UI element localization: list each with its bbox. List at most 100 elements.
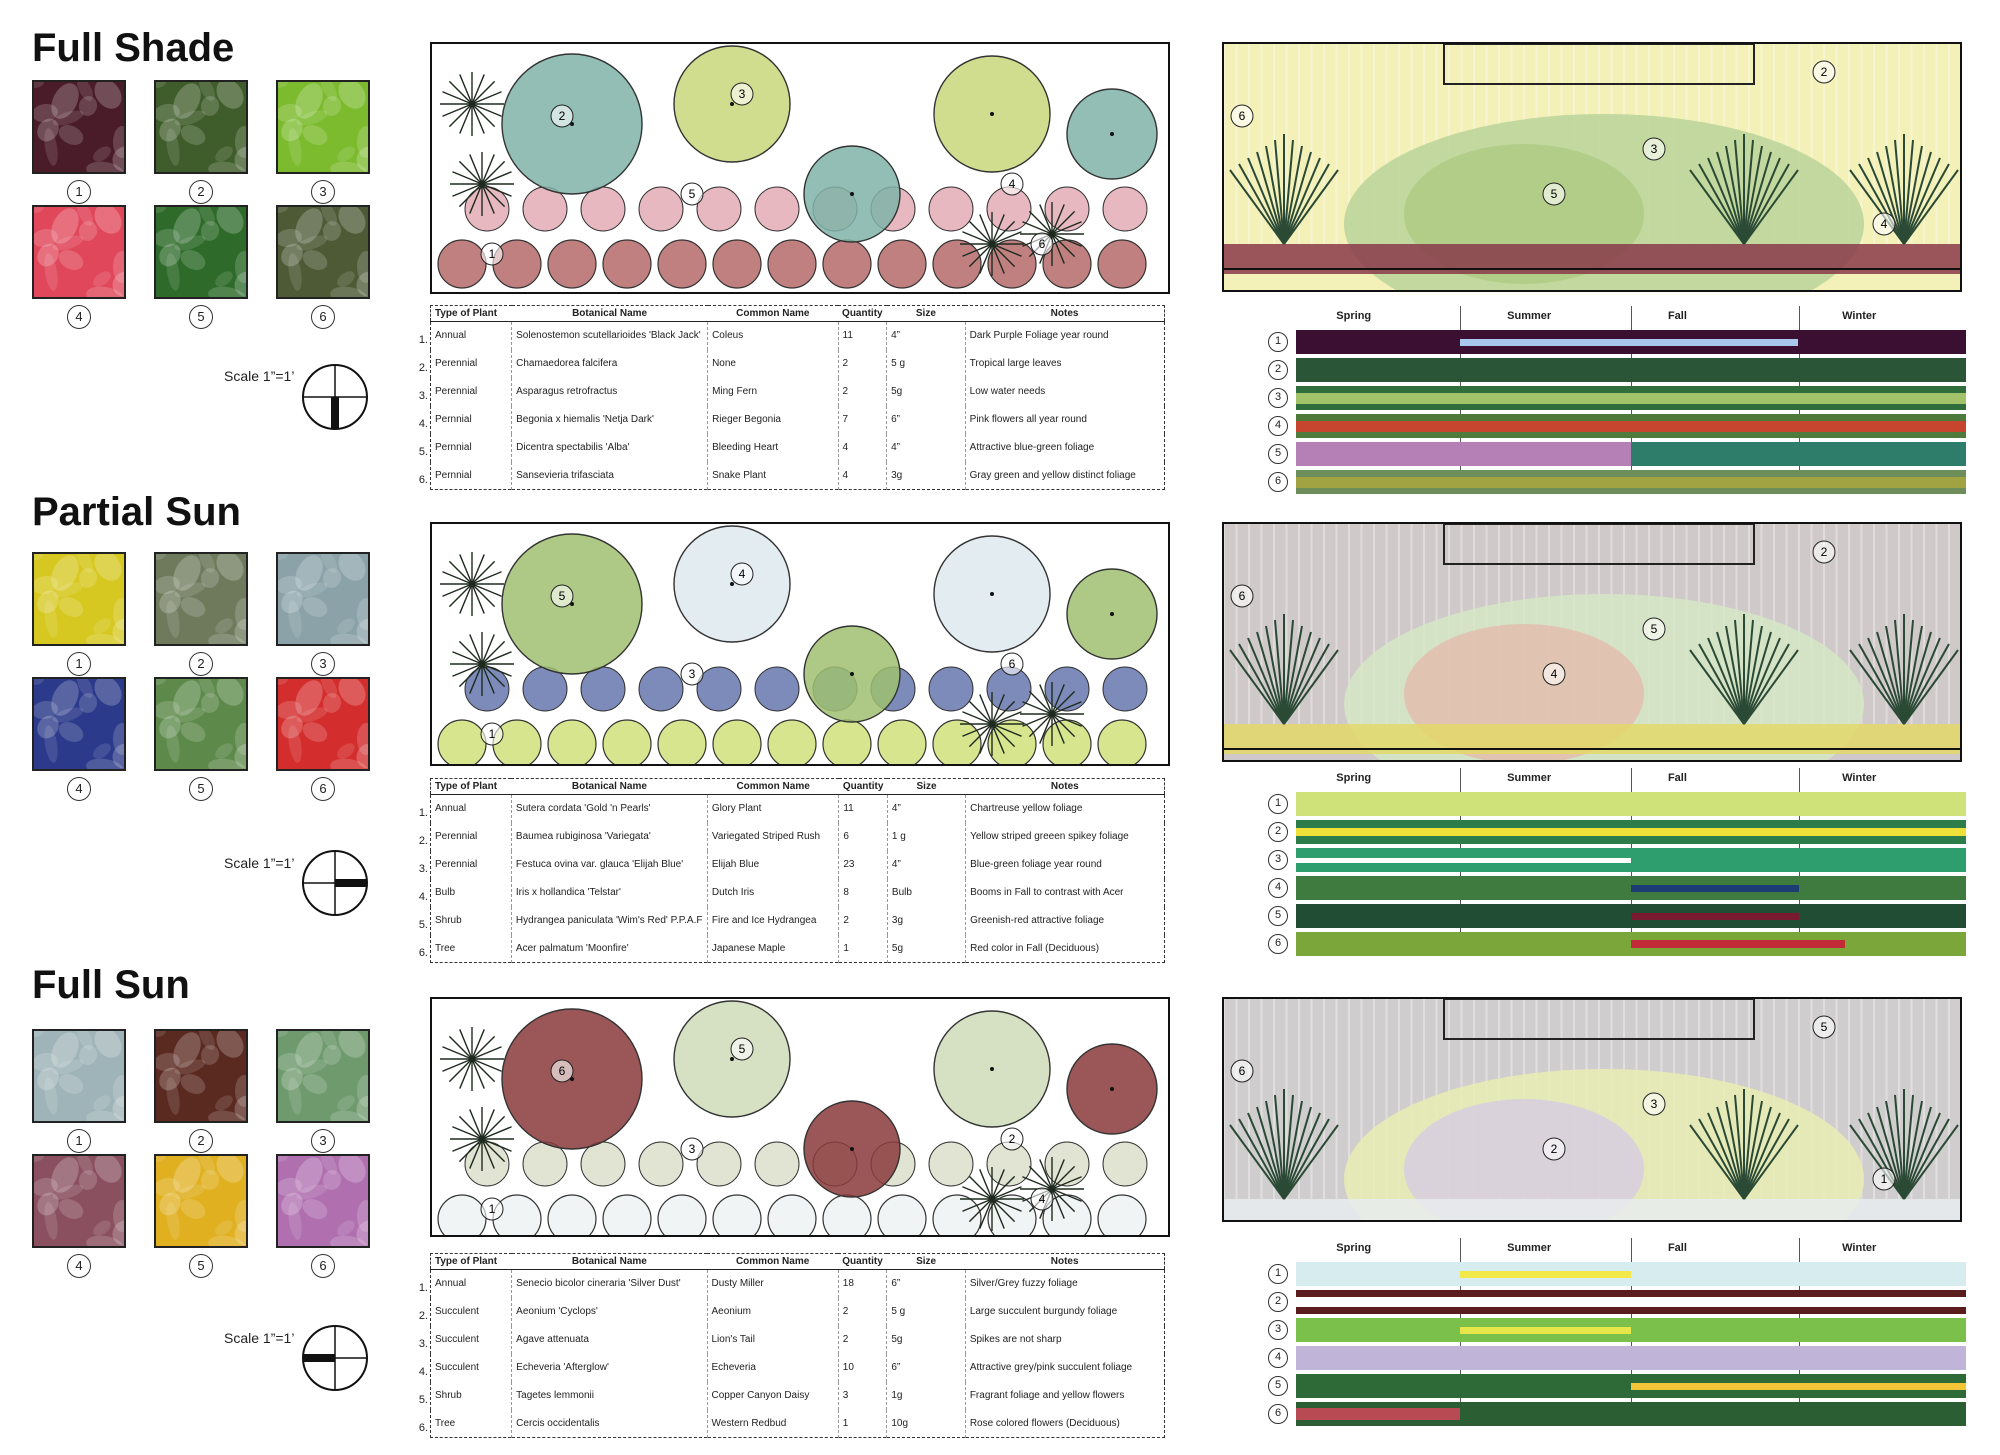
bloom-chart-segment: [1460, 1270, 1631, 1278]
table-cell: Low water needs: [969, 386, 1046, 397]
svg-text:2: 2: [559, 109, 566, 123]
table-cell: Bulb: [430, 878, 512, 907]
table-cell: Shrub: [430, 1381, 513, 1410]
table-header: Size: [886, 305, 966, 322]
table-cell: Bulb: [887, 878, 967, 907]
table-cell: 6”: [886, 405, 966, 434]
elevation-label: 2: [1812, 540, 1836, 564]
planting-plan: 6 5 3 2 1 4: [430, 997, 1170, 1237]
svg-text:1: 1: [489, 727, 496, 741]
plant-table: Type of Plant Botanical Name Common Name Qu…: [430, 1253, 1165, 1438]
bloom-chart-segment: [1296, 1262, 1966, 1286]
elevation-label: 1: [1872, 1167, 1896, 1191]
svg-text:3: 3: [1651, 142, 1658, 156]
table-row-number: 4.: [418, 1366, 428, 1378]
bloom-chart-row: [1296, 442, 1966, 466]
plant-photo-number: 5: [189, 777, 213, 801]
bloom-chart-segment: [1296, 420, 1966, 432]
table-header: Common Name: [707, 778, 839, 795]
svg-text:2: 2: [1551, 1142, 1558, 1156]
scale-label: Scale 1”=1’: [224, 855, 295, 871]
table-cell: Iris x hollandica 'Telstar': [511, 878, 708, 907]
table-cell: 4: [838, 433, 888, 462]
table-cell: Coleus: [707, 321, 839, 350]
plant-photo-4: [32, 1154, 126, 1248]
table-cell: Annual: [430, 794, 512, 823]
elevation-label: 6: [1230, 584, 1254, 608]
table-row-number: 6.: [418, 947, 428, 959]
table-header: Botanical Name: [511, 305, 708, 322]
bloom-chart-segment: [1296, 1318, 1966, 1342]
table-cell: Echeveria 'Afterglow': [511, 1353, 708, 1382]
table-row-number: 3.: [418, 1338, 428, 1350]
table-row-number: 1.: [418, 807, 428, 819]
season-header: Summer: [1507, 1242, 1552, 1254]
table-cell: 4”: [887, 794, 967, 823]
table-cell: Solenostemon scutellarioides 'Black Jack…: [511, 321, 709, 350]
season-header: Fall: [1667, 772, 1687, 784]
table-cell: Dicentra spectabilis 'Alba': [511, 433, 709, 462]
table-row: Tree Cercis occidentalis Western Redbud 1 10…: [430, 1409, 1165, 1438]
bloom-chart-row: [1296, 876, 1966, 900]
elevation-label: 6: [1230, 1059, 1254, 1083]
section-full-sun: Full Sun 1 2 3 4 5 6 Scale 1”=1’ 6 5 3 2 1 4 Type of P…: [0, 945, 2000, 1438]
bloom-chart-number: 1: [1268, 794, 1288, 814]
table-header: Type of Plant: [430, 305, 512, 322]
svg-text:6: 6: [1239, 1064, 1246, 1078]
bloom-chart-number: 6: [1268, 934, 1288, 954]
elevation-label: 5: [1542, 182, 1566, 206]
bloom-chart-segment: [1296, 476, 1966, 488]
bloom-chart-number: 1: [1268, 1264, 1288, 1284]
season-header: Winter: [1842, 310, 1877, 322]
planting-plan: 2 3 5 4 1 6: [430, 42, 1170, 294]
plan-label: 1: [480, 722, 504, 746]
table-row-number: 6.: [418, 474, 428, 486]
bloom-chart-segment: [1296, 857, 1631, 863]
table-cell: Aeonium 'Cyclops': [511, 1297, 708, 1326]
table-cell: Chamaedorea falcifera: [511, 349, 709, 378]
plant-photo-4: [32, 677, 126, 771]
plan-label: 5: [730, 1037, 754, 1061]
table-cell: Yellow striped greeen spikey foliage: [970, 831, 1129, 842]
table-cell: Pernnial: [430, 461, 513, 490]
table-cell: Silver/Grey fuzzy foliage: [969, 1278, 1078, 1290]
bloom-chart-segment: [1296, 442, 1631, 466]
plant-photo-number: 6: [311, 305, 335, 329]
table-cell: 6: [838, 822, 888, 851]
svg-text:3: 3: [739, 87, 746, 101]
plan-label: 4: [730, 562, 754, 586]
season-header: Fall: [1667, 310, 1687, 322]
svg-text:4: 4: [1551, 667, 1558, 681]
bloom-chart-segment: [1631, 912, 1799, 920]
planting-plan: 5 4 3 6 1: [430, 522, 1170, 766]
svg-text:5: 5: [739, 1042, 746, 1056]
table-row-number: 3.: [418, 390, 428, 402]
bloom-chart-row: [1296, 1290, 1966, 1314]
table-cell: 10: [838, 1353, 888, 1382]
elevation-label: 2: [1542, 1137, 1566, 1161]
plant-photo-3: [276, 1029, 370, 1123]
table-row: Succulent Echeveria 'Afterglow' Echeveria 1…: [430, 1353, 1165, 1382]
svg-text:2: 2: [1009, 1132, 1016, 1146]
plant-photo-number: 2: [189, 180, 213, 204]
table-cell: Glory Plant: [707, 794, 840, 823]
table-cell: 7: [838, 405, 888, 434]
table-cell: 2: [838, 906, 888, 935]
plan-label: 2: [1000, 1127, 1024, 1151]
plan-label: 3: [680, 662, 704, 686]
table-header: Notes: [965, 778, 1165, 795]
plan-label: 2: [550, 104, 574, 128]
table-cell: 4: [838, 461, 888, 490]
bloom-chart-row: [1296, 1346, 1966, 1370]
table-cell: Acer palmatum 'Moonfire': [511, 934, 708, 963]
svg-text:4: 4: [1039, 1192, 1046, 1206]
plant-photo-2: [154, 1029, 248, 1123]
table-cell: Succulent: [430, 1353, 513, 1382]
table-row-number: 1.: [418, 1282, 428, 1294]
section-partial-sun: Partial Sun 1 2 3 4 5 6 Scale 1”=1’ 5 4 3 6 1 Type of…: [0, 470, 2000, 963]
table-cell: Gray green and yellow distinct foliage: [969, 469, 1136, 481]
table-cell: 4”: [886, 433, 966, 462]
plant-photo-5: [154, 677, 248, 771]
table-cell: Tree: [430, 1409, 513, 1438]
table-cell: Agave attenuata: [511, 1325, 708, 1354]
